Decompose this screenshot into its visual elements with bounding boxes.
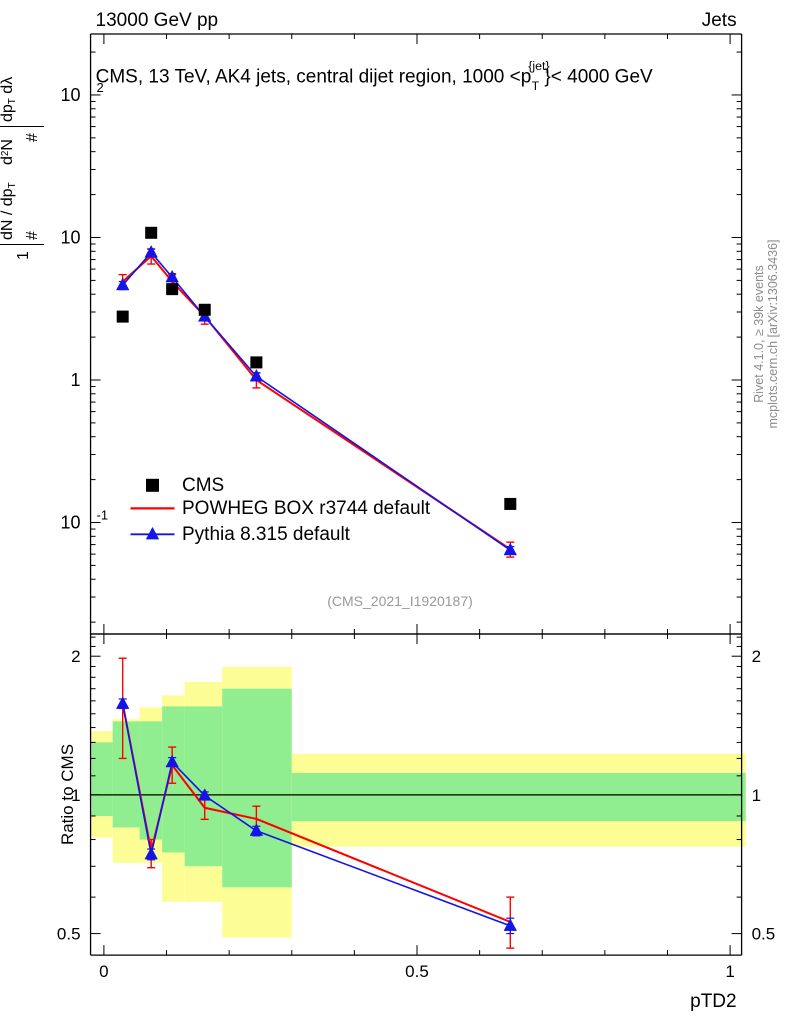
svg-text:POWHEG BOX r3744 default: POWHEG BOX r3744 default — [182, 498, 431, 519]
svg-text:-1: -1 — [97, 508, 109, 523]
svg-text:CMS: CMS — [182, 475, 224, 496]
svg-text:Pythia 8.315 default: Pythia 8.315 default — [182, 524, 351, 545]
svg-text:pTD2: pTD2 — [690, 991, 736, 1012]
svg-text:0.5: 0.5 — [752, 925, 776, 944]
svg-text:13000 GeV pp: 13000 GeV pp — [96, 10, 219, 31]
svg-text:10: 10 — [61, 227, 81, 247]
svg-text:1: 1 — [752, 786, 761, 805]
svg-text:2: 2 — [752, 647, 761, 666]
svg-text:10: 10 — [61, 85, 81, 105]
svg-text:1: 1 — [725, 962, 734, 981]
svg-text:Jets: Jets — [702, 10, 737, 31]
svg-text:1: 1 — [71, 370, 81, 390]
svg-text:10: 10 — [61, 513, 81, 533]
svg-text:(CMS_2021_I1920187): (CMS_2021_I1920187) — [327, 593, 473, 609]
svg-text:0: 0 — [99, 962, 108, 981]
svg-text:0.5: 0.5 — [405, 962, 429, 981]
